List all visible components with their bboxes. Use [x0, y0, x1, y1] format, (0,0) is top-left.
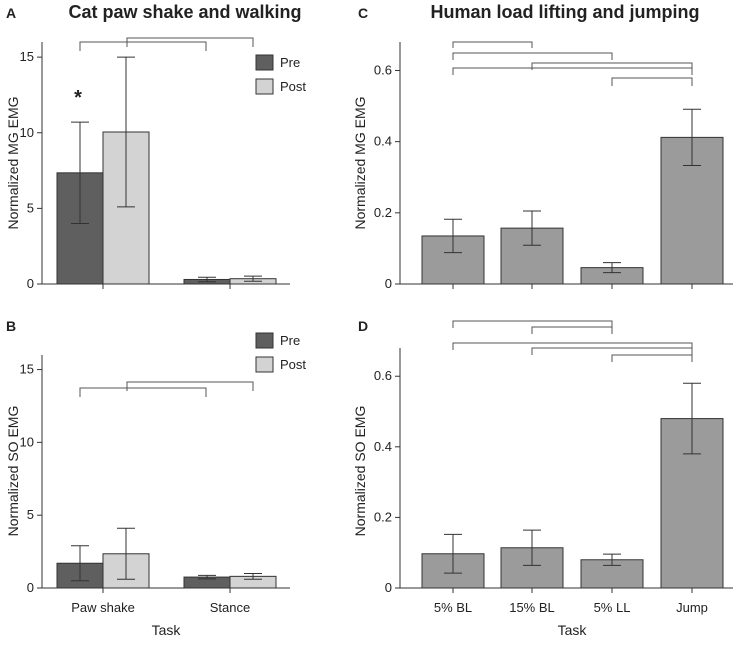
y-tick-label: 0 [27, 580, 34, 595]
significance-bracket [452, 41, 533, 48]
significance-bracket [531, 326, 613, 334]
y-tick-label: 0.2 [374, 205, 392, 220]
x-tick-label: 5% LL [594, 600, 631, 615]
x-tick-label: 5% BL [434, 600, 472, 615]
legend-label: Pre [280, 55, 300, 70]
y-tick-label: 0 [385, 276, 392, 291]
panel-letter: A [6, 5, 16, 21]
panel-letter: C [358, 5, 368, 21]
y-axis-label: Normalized SO EMG [5, 406, 21, 537]
significance-bracket [452, 320, 613, 328]
x-tick-label: Jump [676, 600, 708, 615]
x-axis-label: Task [558, 622, 588, 638]
y-tick-label: 0.6 [374, 62, 392, 77]
y-tick-label: 0 [27, 276, 34, 291]
significance-bracket [79, 41, 207, 51]
legend-swatch [255, 78, 274, 95]
significance-bracket [452, 52, 613, 60]
legend-label: Post [280, 357, 306, 372]
significance-bracket [452, 67, 693, 75]
x-axis-label: Task [152, 622, 182, 638]
significance-bracket [126, 37, 254, 47]
x-tick-label: Stance [210, 600, 250, 615]
legend-label: Post [280, 79, 306, 94]
legend-swatch [255, 356, 274, 373]
y-tick-label: 15 [20, 362, 34, 377]
significance-bracket [531, 62, 693, 70]
panel-letter: D [358, 318, 368, 334]
y-axis-label: Normalized SO EMG [352, 406, 368, 537]
y-tick-label: 0.2 [374, 509, 392, 524]
panel-c: C Human load lifting and jumping Normalize… [352, 2, 733, 291]
panel-a: A Cat paw shake and walking Normalized MG … [5, 2, 306, 291]
y-tick-label: 0 [385, 580, 392, 595]
panel-title: Human load lifting and jumping [431, 2, 700, 22]
panel-d: D Normalized SO EMG Task 0 0.2 0.4 0.6 5% BL 15%… [352, 318, 733, 638]
x-tick-label: Paw shake [71, 600, 135, 615]
y-tick-label: 0.4 [374, 439, 392, 454]
x-tick-label: 15% BL [509, 600, 555, 615]
significance-bracket [79, 387, 207, 397]
legend-swatch [255, 54, 274, 71]
significance-bracket [611, 77, 693, 86]
y-tick-label: 10 [20, 434, 34, 449]
panel-title: Cat paw shake and walking [68, 2, 301, 22]
legend-swatch [255, 332, 274, 349]
significance-bracket [531, 347, 693, 355]
significance-bracket [126, 381, 254, 391]
y-tick-label: 0.4 [374, 134, 392, 149]
y-tick-label: 5 [27, 200, 34, 215]
significance-bracket [452, 342, 693, 350]
significance-marker: * [74, 87, 82, 109]
y-axis-label: Normalized MG EMG [5, 96, 21, 229]
y-tick-label: 5 [27, 507, 34, 522]
y-tick-label: 15 [20, 49, 34, 64]
panel-letter: B [6, 318, 16, 334]
y-axis-label: Normalized MG EMG [352, 96, 368, 229]
panel-b: B Normalized SO EMG Task 0 5 10 15 Paw shake Sta… [5, 318, 306, 638]
y-tick-label: 10 [20, 125, 34, 140]
legend-label: Pre [280, 333, 300, 348]
significance-bracket [611, 354, 693, 362]
y-tick-label: 0.6 [374, 368, 392, 383]
